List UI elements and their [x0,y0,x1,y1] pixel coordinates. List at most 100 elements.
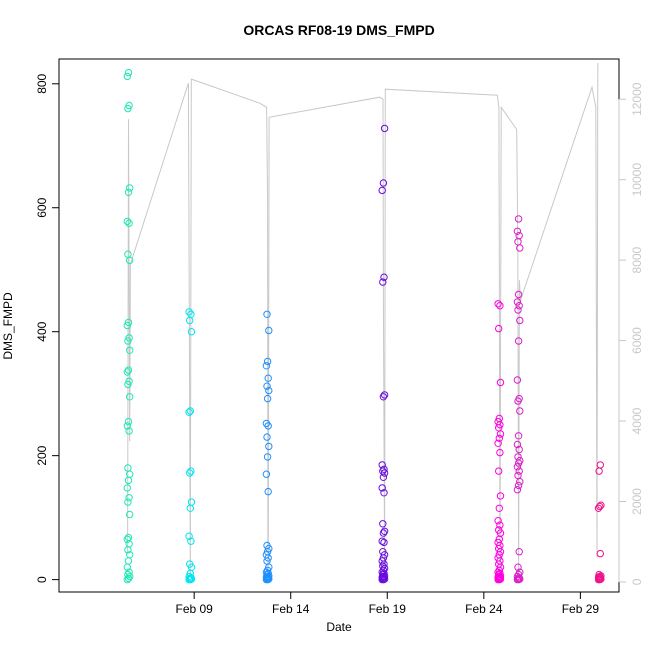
data-point [495,526,503,534]
data-point [516,456,524,465]
data-point [516,568,524,576]
data-point [496,521,504,529]
data-point [514,306,522,314]
data-point [126,346,134,354]
y2-tick-label: 12000 [630,82,644,116]
data-point [263,357,272,366]
data-point [496,492,505,500]
data-point [262,362,271,370]
x-tick-label: Feb 24 [465,602,503,616]
data-point [186,560,194,568]
data-point [378,484,386,492]
y2-tick-label: 10000 [630,163,644,197]
y-tick-label: 200 [35,445,49,465]
y2-tick-label: 2000 [630,488,644,515]
data-point [515,548,523,556]
data-point [495,504,503,512]
data-point [515,394,523,403]
data-point [263,394,272,403]
data-point [379,179,388,187]
data-point [513,298,522,306]
data-point [494,517,502,525]
points-layer [123,68,605,584]
data-point [187,328,196,336]
data-point [495,434,503,442]
data-point [380,469,389,477]
data-point [126,393,134,401]
y2-axis: 0 2000 4000 6000 8000 10000 12000 [618,82,644,585]
data-point [595,570,603,579]
data-point [514,290,523,299]
x-tick-label: Feb 09 [175,602,213,616]
data-point [513,572,522,581]
data-point [494,439,502,447]
y-tick-label: 600 [35,197,49,217]
data-point [380,564,389,573]
data-point [125,219,133,227]
data-point [265,326,273,335]
data-point [596,502,604,511]
data-point [380,124,389,133]
data-point [125,568,133,576]
data-point [597,572,605,580]
data-point [263,453,272,461]
data-point [187,467,195,475]
data-point [186,469,194,477]
y-tick-label: 0 [35,576,49,583]
data-point [125,427,133,435]
data-point [515,445,523,454]
data-point [378,461,386,469]
data-point [514,432,523,440]
data-point [126,510,134,519]
plot-frame [58,58,620,593]
y-tick-label: 400 [35,321,49,341]
data-point [514,453,522,461]
data-point [185,408,193,416]
data-point [495,414,503,423]
x-axis: Feb 09 Feb 14 Feb 19 Feb 24 Feb 29 [175,592,599,616]
data-point [124,533,133,542]
data-point [597,501,605,509]
data-point [124,250,132,258]
data-point [515,302,523,310]
y2-tick-label: 6000 [630,327,644,354]
data-point [379,520,387,528]
y2-tick-label: 8000 [630,246,644,273]
data-point [513,463,522,471]
data-point [513,486,522,494]
chart-title: ORCAS RF08-19 DMS_FMPD [243,22,434,38]
data-point [124,318,133,327]
data-point [496,302,504,310]
data-point [515,231,523,240]
data-point [515,467,523,475]
data-point [126,184,134,192]
data-point [263,382,271,390]
data-point [263,310,271,318]
data-point [123,368,132,376]
data-point [379,562,387,570]
data-point [516,316,524,325]
data-point [187,537,195,545]
data-point [123,484,132,492]
y-axis-label: DMS_FMPD [1,292,15,360]
data-point [125,494,133,502]
data-point [265,442,273,451]
data-point [125,334,133,342]
data-point [123,422,132,430]
data-point [378,186,386,195]
data-point [380,538,388,547]
data-point [380,569,388,578]
data-point [124,476,133,485]
data-point [124,68,133,77]
data-point [516,478,524,486]
data-point [380,273,388,281]
y-tick-label: 800 [35,73,49,93]
x-tick-label: Feb 14 [272,602,310,616]
data-point [515,574,523,582]
altitude-line [127,62,599,574]
data-point [126,551,134,559]
data-point [187,310,195,318]
data-point [496,448,504,457]
data-point [264,374,272,382]
data-point [379,548,387,556]
